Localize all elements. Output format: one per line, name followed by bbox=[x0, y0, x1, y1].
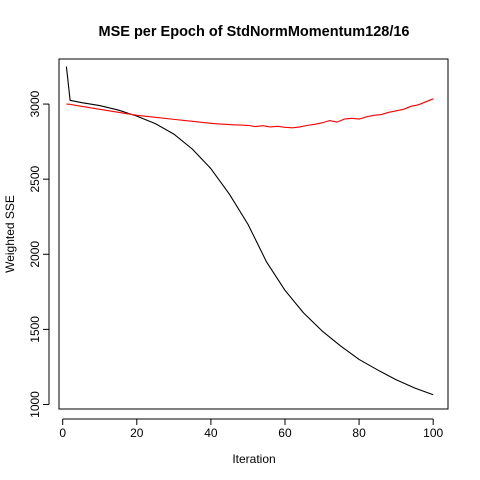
x-axis: 0 20 40 60 80 100 bbox=[59, 418, 444, 440]
y-tick-label: 1500 bbox=[28, 316, 42, 343]
x-tick-label: 80 bbox=[352, 426, 366, 440]
y-tick-label: 3000 bbox=[28, 90, 42, 117]
x-axis-label: Iteration bbox=[232, 452, 275, 466]
series-line-black bbox=[65, 66, 434, 396]
x-tick-label: 60 bbox=[278, 426, 292, 440]
x-tick-label: 20 bbox=[130, 426, 144, 440]
y-axis: 1000 1500 2000 2500 3000 bbox=[28, 90, 50, 418]
chart-title: MSE per Epoch of StdNormMomentum128/16 bbox=[99, 24, 410, 40]
y-tick-label: 1000 bbox=[28, 391, 42, 418]
x-tick-label: 0 bbox=[59, 426, 66, 440]
y-axis-label: Weighted SSE bbox=[3, 195, 17, 273]
y-tick-label: 2000 bbox=[28, 241, 42, 268]
y-tick-label: 2500 bbox=[28, 166, 42, 193]
x-tick-label: 40 bbox=[204, 426, 218, 440]
x-tick-label: 100 bbox=[423, 426, 443, 440]
series-line-red bbox=[66, 98, 434, 129]
plot-area-frame bbox=[58, 58, 449, 410]
series-layer bbox=[65, 66, 434, 396]
